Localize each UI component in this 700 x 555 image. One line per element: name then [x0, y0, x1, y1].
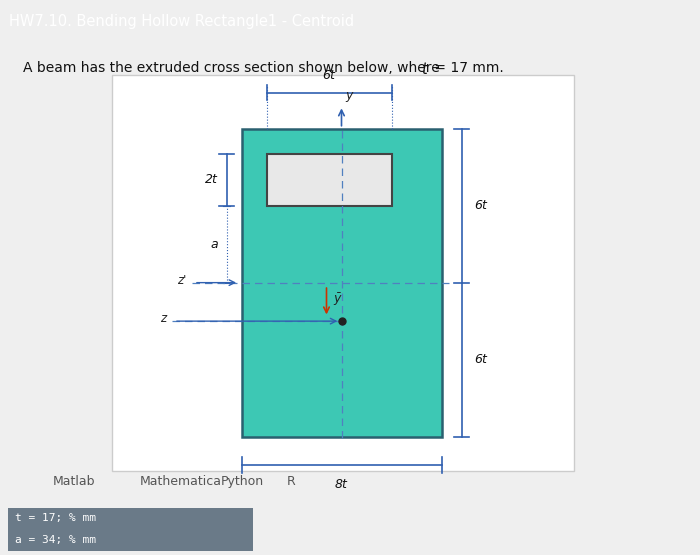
FancyBboxPatch shape	[8, 508, 253, 551]
Text: $\bar{y}$: $\bar{y}$	[332, 291, 342, 307]
Text: 6t: 6t	[323, 69, 335, 82]
Text: HW7.10. Bending Hollow Rectangle1 - Centroid: HW7.10. Bending Hollow Rectangle1 - Cent…	[9, 14, 354, 29]
Text: 8t: 8t	[335, 478, 348, 491]
Text: z': z'	[177, 274, 186, 286]
Text: Mathematica: Mathematica	[140, 475, 222, 488]
Text: Python: Python	[220, 475, 264, 488]
Bar	[267, 154, 391, 205]
Text: $y$: $y$	[345, 90, 355, 104]
Text: 2t: 2t	[205, 174, 218, 186]
Text: $t$: $t$	[421, 61, 429, 77]
Text: 6t: 6t	[474, 199, 487, 212]
Text: z: z	[160, 312, 167, 325]
Text: t = 17; % mm: t = 17; % mm	[15, 513, 97, 523]
Text: Matlab: Matlab	[52, 475, 95, 488]
FancyBboxPatch shape	[112, 75, 574, 471]
Text: R: R	[287, 475, 295, 488]
Text: a: a	[210, 238, 218, 251]
Text: a = 34; % mm: a = 34; % mm	[15, 534, 97, 544]
Text: = 17 mm.: = 17 mm.	[430, 61, 503, 75]
Bar	[241, 129, 442, 437]
Text: 6t: 6t	[474, 353, 487, 366]
Text: A beam has the extruded cross section shown below, where: A beam has the extruded cross section sh…	[23, 61, 444, 75]
